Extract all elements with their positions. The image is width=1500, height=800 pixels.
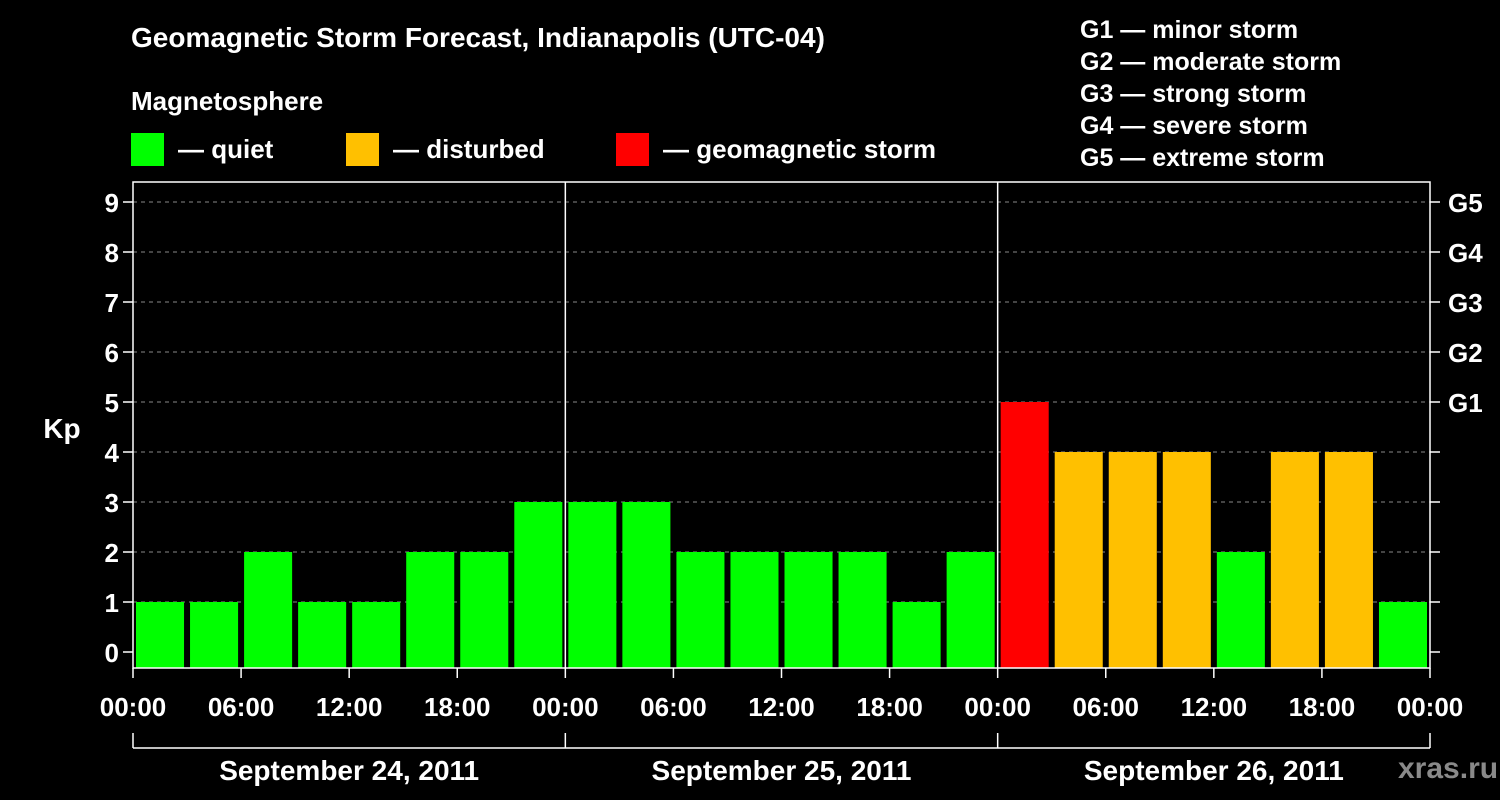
- y-tick-label: 1: [105, 588, 119, 618]
- bar-quiet: [784, 552, 833, 668]
- g-scale-label: G5: [1448, 188, 1483, 218]
- bar-quiet: [946, 552, 995, 668]
- bars: [136, 402, 1427, 668]
- bar-quiet: [514, 502, 563, 668]
- y-tick-label: 5: [105, 388, 119, 418]
- bar-quiet: [730, 552, 779, 668]
- x-tick-label: 12:00: [748, 692, 815, 722]
- x-tick-label: 00:00: [100, 692, 167, 722]
- x-tick-label: 00:00: [532, 692, 599, 722]
- chart-title: Geomagnetic Storm Forecast, Indianapolis…: [131, 22, 825, 53]
- bar-quiet: [838, 552, 887, 668]
- g-scale-label: G2: [1448, 338, 1483, 368]
- bar-quiet: [622, 502, 671, 668]
- x-tick-label: 00:00: [1397, 692, 1464, 722]
- y-tick-label: 2: [105, 538, 119, 568]
- grid-lines: [133, 201, 1430, 603]
- bar-quiet: [676, 552, 725, 668]
- bar-quiet: [406, 552, 455, 668]
- g-legend-item-g5: G5 — extreme storm: [1080, 144, 1325, 172]
- y-tick-label: 0: [105, 638, 119, 668]
- legend-swatch-storm: [616, 132, 649, 166]
- legend-swatch-quiet: [131, 132, 164, 166]
- bar-quiet: [352, 602, 401, 668]
- x-tick-label: 06:00: [640, 692, 707, 722]
- watermark: xras.ru: [1398, 752, 1499, 785]
- y-tick-label: 3: [105, 488, 119, 518]
- x-tick-label: 12:00: [316, 692, 383, 722]
- g-legend-item-g1: G1 — minor storm: [1080, 16, 1299, 44]
- bar-disturbed: [1054, 452, 1103, 668]
- day-label: September 25, 2011: [652, 755, 912, 786]
- g-scale-label: G4: [1448, 238, 1483, 268]
- bar-quiet: [1216, 552, 1265, 668]
- legend-item-disturbed: — disturbed: [346, 132, 545, 166]
- bar-storm: [1000, 402, 1049, 668]
- magnetosphere-label: Magnetosphere: [131, 86, 324, 116]
- y-tick-label: 7: [105, 288, 119, 318]
- g-scale-label: G1: [1448, 388, 1483, 418]
- y-tick-label: 6: [105, 338, 119, 368]
- bar-disturbed: [1162, 452, 1211, 668]
- legend-item-storm: — geomagnetic storm: [616, 132, 936, 166]
- g-legend-item-g3: G3 — strong storm: [1080, 80, 1307, 108]
- legend-label-quiet: — quiet: [178, 133, 274, 164]
- x-tick-label: 18:00: [1289, 692, 1356, 722]
- y-tick-label: 9: [105, 188, 119, 218]
- bar-quiet: [190, 602, 239, 668]
- bar-quiet: [244, 552, 293, 668]
- x-tick-label: 18:00: [424, 692, 491, 722]
- x-tick-label: 06:00: [208, 692, 275, 722]
- g-scale-legend: G1 — minor storm G2 — moderate storm G3 …: [1080, 14, 1341, 174]
- bar-quiet: [568, 502, 617, 668]
- legend-label-storm: — geomagnetic storm: [663, 133, 937, 164]
- x-tick-label: 12:00: [1181, 692, 1248, 722]
- x-tick-label: 00:00: [964, 692, 1031, 722]
- y-tick-label: 4: [105, 438, 120, 468]
- bar-disturbed: [1324, 452, 1373, 668]
- y-axis-label: Kp: [43, 413, 80, 444]
- g-legend-item-g4: G4 — severe storm: [1080, 112, 1308, 140]
- bar-disturbed: [1108, 452, 1157, 668]
- day-label: September 26, 2011: [1084, 755, 1344, 786]
- bar-quiet: [892, 602, 941, 668]
- y-tick-label: 8: [105, 238, 119, 268]
- bar-quiet: [1378, 602, 1427, 668]
- legend-swatch-disturbed: [346, 132, 379, 166]
- x-tick-label: 18:00: [856, 692, 923, 722]
- g-legend-item-g2: G2 — moderate storm: [1080, 48, 1342, 76]
- bar-disturbed: [1270, 452, 1319, 668]
- legend-item-quiet: — quiet: [131, 132, 273, 166]
- bar-quiet: [298, 602, 347, 668]
- bar-quiet: [460, 552, 509, 668]
- x-tick-label: 06:00: [1073, 692, 1140, 722]
- bar-quiet: [136, 602, 185, 668]
- g-scale-label: G3: [1448, 288, 1483, 318]
- legend-label-disturbed: — disturbed: [393, 133, 545, 164]
- day-label: September 24, 2011: [219, 755, 479, 786]
- axes: 0 1 2 3 4 5 6 7 8 9 G1 G2 G3 G4 G5 00:00 06:00 12:00 18:00…: [100, 181, 1483, 786]
